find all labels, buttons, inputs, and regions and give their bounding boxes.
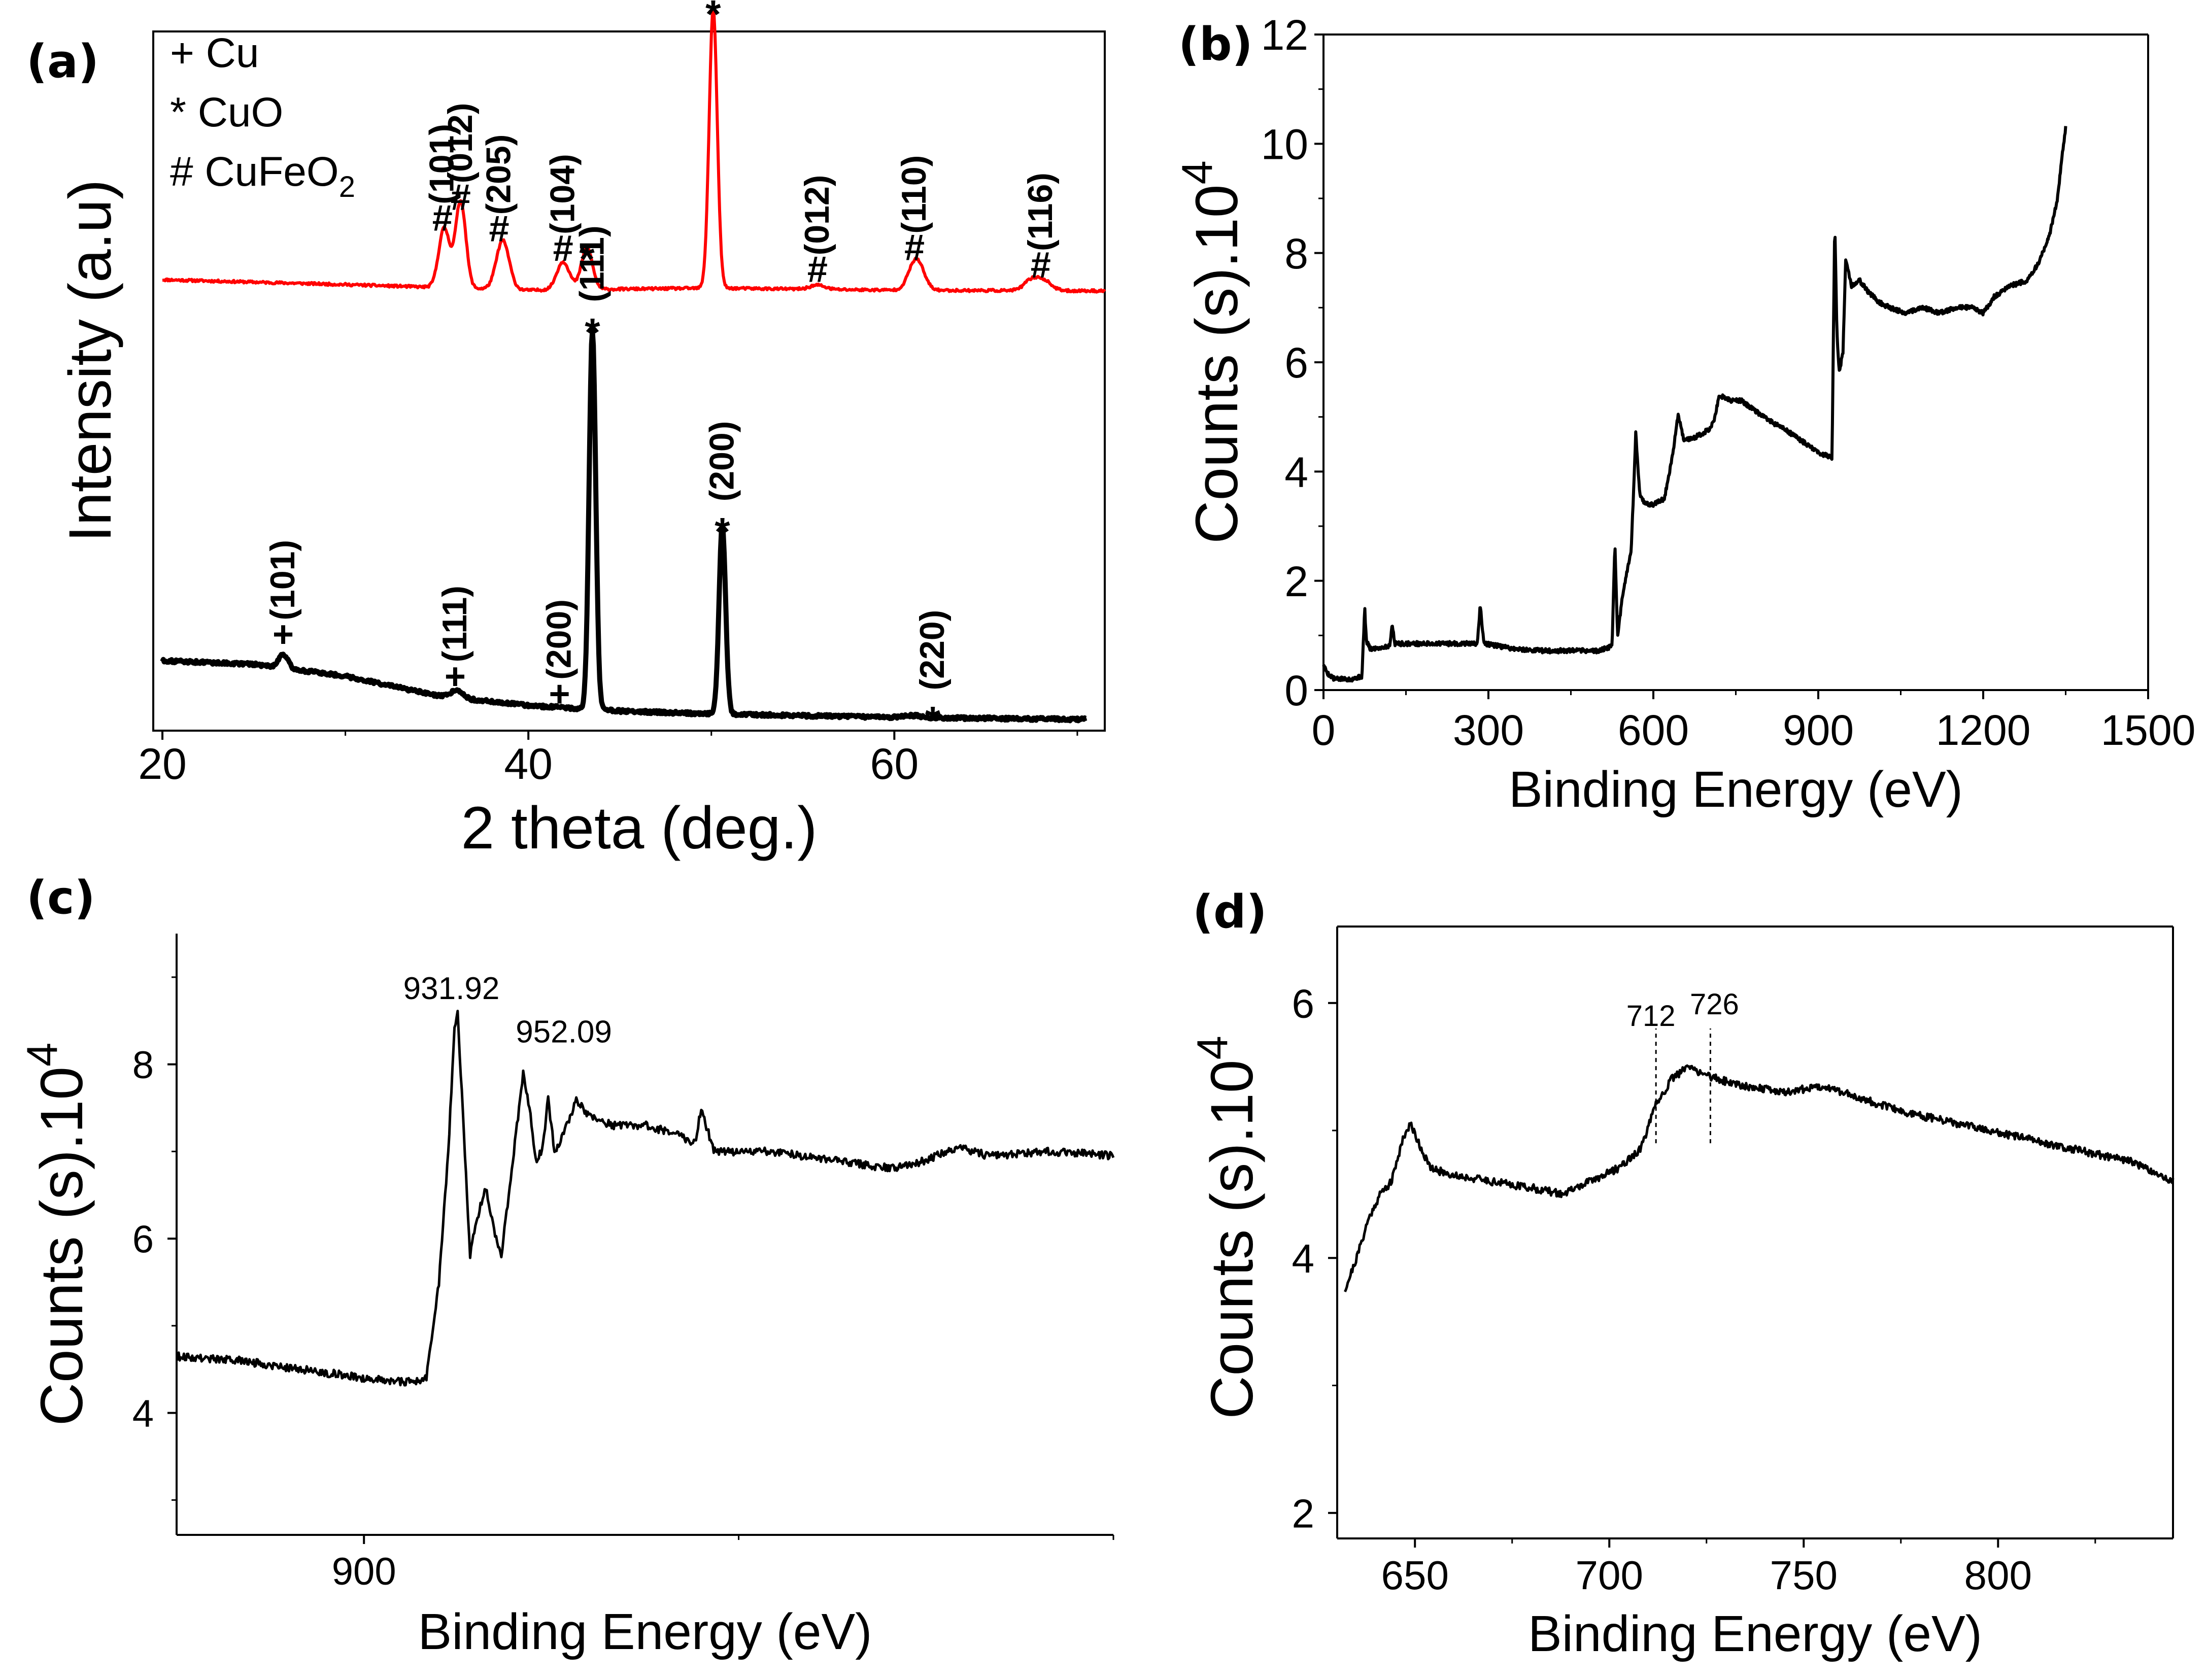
series-line-c: [176, 1010, 1115, 1387]
peak-marker: #: [904, 228, 925, 268]
peak-marker: #: [807, 249, 828, 290]
legend-symbol: * CuO: [170, 89, 283, 135]
peak-marker: *: [925, 698, 941, 742]
peak-hkl-label: (101): [423, 124, 461, 204]
y-axis-label-d-text: Counts (s).10: [1199, 1059, 1266, 1419]
y-tick-label-b: 10: [1261, 121, 1308, 168]
series-line-d: [1344, 1064, 2175, 1292]
x-tick-label-a: 60: [870, 740, 919, 788]
y-tick-label-d: 2: [1292, 1491, 1315, 1536]
legend-a: + Cu * CuO # CuFeO2: [170, 30, 355, 203]
peak-hkl-label: (111): [435, 586, 474, 662]
y-tick-label-b: 12: [1261, 11, 1308, 59]
peak-marker: *: [585, 310, 600, 355]
peak-value-label: 712: [1626, 1000, 1676, 1033]
x-axis-label-a: 2 theta (deg.): [461, 795, 818, 862]
x-tick-label-d: 700: [1575, 1553, 1643, 1598]
chart-panel-b: 0 300 600 900 1200 1500 0 2 4 6 8 10 12 Binding Energ…: [1173, 11, 2195, 818]
x-tick-label-a: 20: [138, 740, 187, 788]
x-tick-label-b: 900: [1783, 706, 1854, 754]
peak-hkl-label: (012): [798, 175, 836, 256]
peak-hkl-label: (101): [263, 540, 302, 621]
x-tick-label-b: 0: [1312, 706, 1336, 754]
peak-marker: *: [715, 509, 730, 554]
panel-c-label: (c): [26, 871, 95, 924]
peak-marker: +: [445, 656, 466, 697]
peak-hkl-label: (200): [702, 421, 741, 502]
peak-hkl-label: (205): [479, 134, 518, 215]
y-axis-label-c: Counts (s).104: [18, 1043, 95, 1426]
y-tick-label-d: 4: [1292, 1236, 1315, 1281]
peak-marker: +: [273, 614, 294, 655]
peak-marker: #: [1031, 245, 1051, 286]
series-line-red: [161, 7, 1106, 294]
peak-hkl-label: (200): [539, 599, 578, 680]
chart-panel-d: 650 700 750 800 2 4 6 Binding Energy (eV) Counts…: [1189, 925, 2175, 1662]
y-axis-label-d-superscript: 4: [1189, 1036, 1237, 1059]
y-tick-label-b: 8: [1284, 230, 1308, 278]
series-line-b: [1322, 126, 2067, 683]
y-axis-label-b: Counts (s).104: [1173, 160, 1250, 544]
peak-hkl-label: (110): [895, 155, 933, 234]
peak-marker: *: [705, 0, 721, 37]
panel-b-label: (b): [1178, 18, 1253, 71]
x-axis-label-c: Binding Energy (eV): [418, 1603, 872, 1660]
y-tick-label-c: 6: [132, 1218, 154, 1261]
plot-frame-a: [152, 30, 1106, 732]
legend-symbol: + Cu: [170, 30, 259, 76]
y-axis-label-c-superscript: 4: [18, 1043, 66, 1067]
y-tick-label-c: 4: [132, 1392, 154, 1435]
peak-hkl-label: (104): [544, 154, 582, 234]
y-tick-label-d: 6: [1292, 981, 1315, 1026]
peak-marker: +: [549, 674, 570, 714]
peak-value-label: 726: [1690, 988, 1739, 1021]
peak-hkl-label: (111): [572, 225, 611, 302]
peak-value-label: 952.09: [516, 1015, 612, 1050]
x-tick-label-d: 750: [1770, 1553, 1838, 1598]
peak-marker: #: [432, 198, 453, 239]
y-axis-label-b-superscript: 4: [1173, 160, 1221, 184]
y-tick-label-b: 6: [1284, 339, 1308, 387]
legend-entry-a: + Cu: [170, 30, 259, 76]
x-tick-label-b: 1500: [2101, 706, 2196, 754]
y-tick-label-b: 2: [1284, 558, 1308, 605]
y-axis-label-c-text: Counts (s).10: [28, 1067, 95, 1426]
y-tick-label-b: 0: [1284, 667, 1308, 714]
x-tick-label-b: 1200: [1936, 706, 2031, 754]
peak-hkl-label: (220): [913, 610, 952, 691]
legend-symbol: # CuFeO: [170, 149, 339, 195]
peak-marker: #: [451, 177, 471, 218]
legend-entry-a: # CuFeO2: [170, 149, 355, 203]
y-axis-label-d: Counts (s).104: [1189, 1036, 1266, 1419]
peak-hkl-label: (012): [441, 103, 480, 184]
panel-a-label: (a): [26, 35, 99, 88]
x-tick-label-b: 600: [1618, 706, 1689, 754]
y-axis-label-a-text: Intensity (a.u): [57, 180, 124, 542]
peak-marker: *: [579, 236, 595, 281]
chart-panel-a: 20 40 60 2 theta (deg.) Intensity (a.u) + Cu *…: [57, 0, 1106, 862]
peak-value-label: 931.92: [403, 971, 500, 1006]
y-tick-label-b: 4: [1284, 449, 1308, 496]
x-tick-label-d: 650: [1381, 1553, 1448, 1598]
series-line-black: [160, 328, 1089, 724]
x-tick-label-c: 900: [332, 1550, 396, 1593]
peak-marker: #: [489, 209, 509, 249]
x-axis-label-b: Binding Energy (eV): [1509, 761, 1963, 818]
y-axis-label-b-text: Counts (s).10: [1183, 184, 1250, 543]
y-axis-label-a: Intensity (a.u): [57, 180, 124, 542]
panel-d-label: (d): [1193, 885, 1267, 939]
x-tick-label-d: 800: [1964, 1553, 2032, 1598]
peak-hkl-label: (116): [1021, 173, 1060, 251]
x-axis-label-d: Binding Energy (eV): [1528, 1605, 1982, 1662]
x-tick-label-a: 40: [504, 740, 553, 788]
x-tick-label-b: 300: [1453, 706, 1524, 754]
legend-subscript: 2: [339, 170, 355, 203]
legend-entry-a: * CuO: [170, 89, 283, 135]
peak-marker: #: [553, 228, 573, 269]
y-tick-label-c: 8: [132, 1044, 154, 1087]
